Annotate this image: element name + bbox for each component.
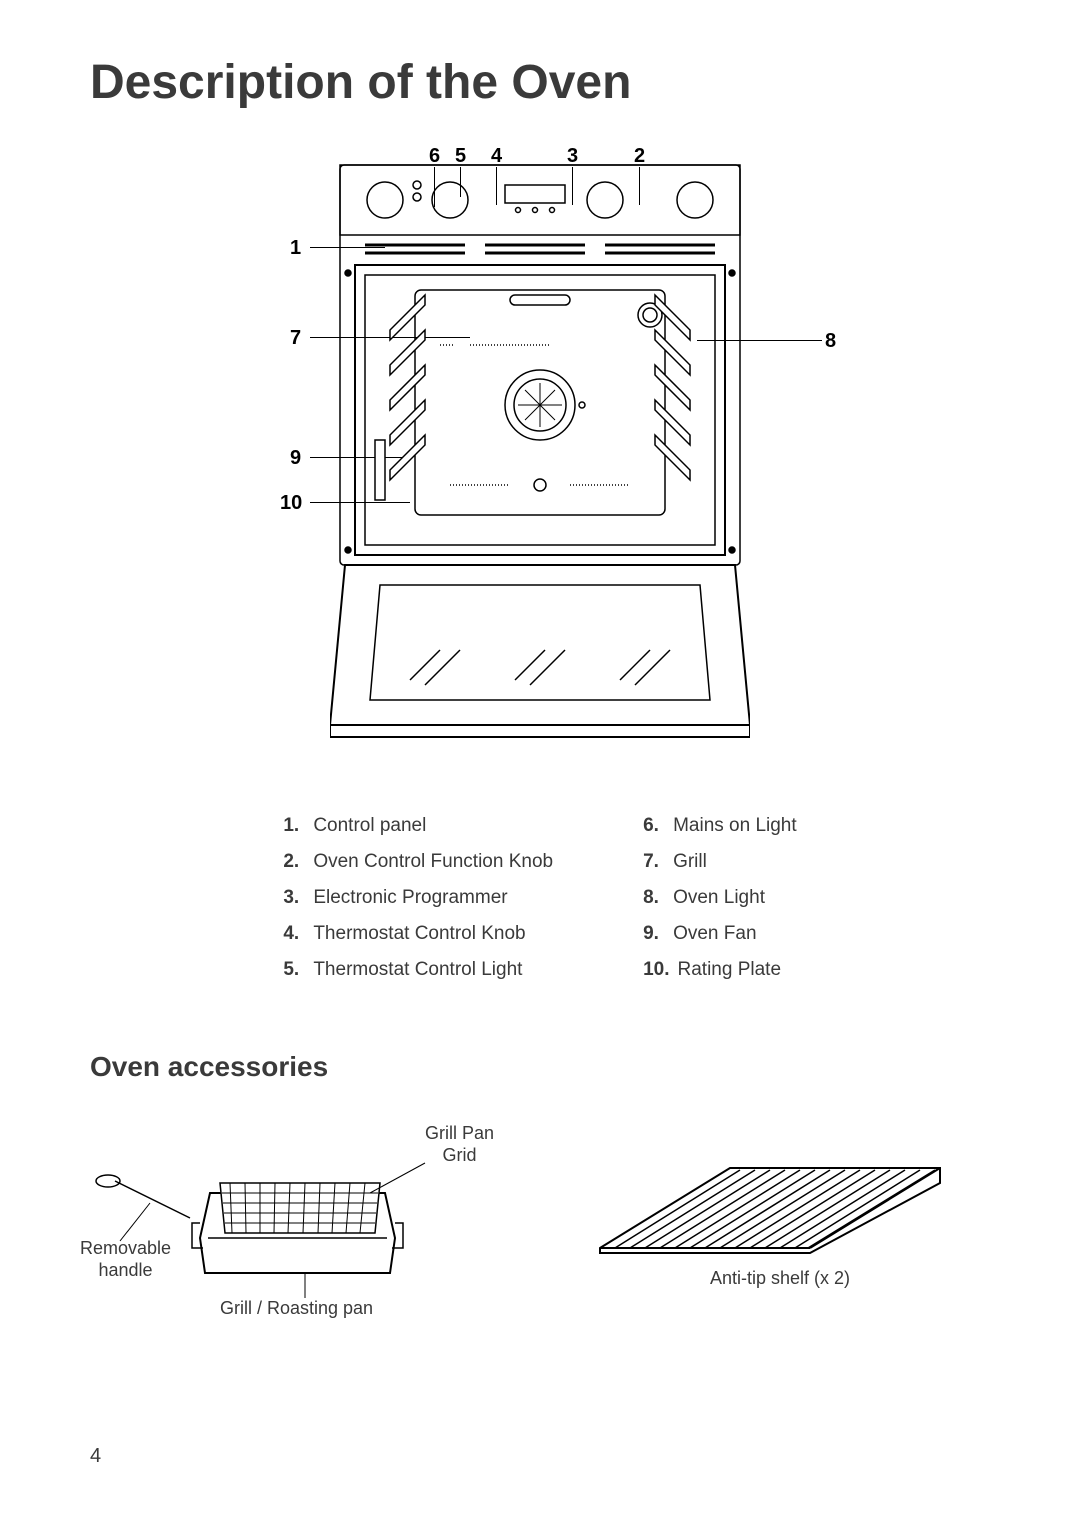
legend-item: 3.Electronic Programmer: [283, 887, 553, 909]
legend-item: 5.Thermostat Control Light: [283, 959, 553, 981]
legend-item: 10.Rating Plate: [643, 959, 797, 981]
grill-roasting-pan-label: Grill / Roasting pan: [220, 1298, 373, 1320]
legend: 1.Control panel 2.Oven Control Function …: [190, 815, 890, 981]
oven-illustration: [330, 145, 750, 745]
page-title: Description of the Oven: [90, 55, 990, 110]
legend-item: 1.Control panel: [283, 815, 553, 837]
grill-pan-grid-label: Grill Pan Grid: [425, 1123, 494, 1166]
legend-item: 6.Mains on Light: [643, 815, 797, 837]
accessories-section: Grill Pan Grid Removable handle Grill / …: [90, 1123, 990, 1323]
legend-item: 7.Grill: [643, 851, 797, 873]
anti-tip-shelf-illustration: [590, 1148, 950, 1268]
legend-item: 9.Oven Fan: [643, 923, 797, 945]
removable-handle-label: Removable handle: [80, 1238, 171, 1281]
legend-item: 8.Oven Light: [643, 887, 797, 909]
callout-10: 10: [280, 492, 302, 515]
legend-item: 2.Oven Control Function Knob: [283, 851, 553, 873]
grill-pan-accessory: Grill Pan Grid Removable handle Grill / …: [90, 1123, 520, 1323]
callout-9: 9: [290, 447, 301, 470]
legend-column-right: 6.Mains on Light 7.Grill 8.Oven Light 9.…: [643, 815, 797, 981]
page-number: 4: [90, 1445, 101, 1468]
legend-column-left: 1.Control panel 2.Oven Control Function …: [283, 815, 553, 981]
oven-diagram: 6 5 4 3 2 1 7 9 10 8: [165, 145, 915, 785]
legend-item: 4.Thermostat Control Knob: [283, 923, 553, 945]
callout-8: 8: [825, 330, 836, 353]
callout-1: 1: [290, 237, 301, 260]
anti-tip-shelf-label: Anti-tip shelf (x 2): [700, 1268, 860, 1290]
accessories-title: Oven accessories: [90, 1051, 990, 1083]
anti-tip-shelf-accessory: Anti-tip shelf (x 2): [590, 1148, 950, 1308]
callout-7: 7: [290, 327, 301, 350]
